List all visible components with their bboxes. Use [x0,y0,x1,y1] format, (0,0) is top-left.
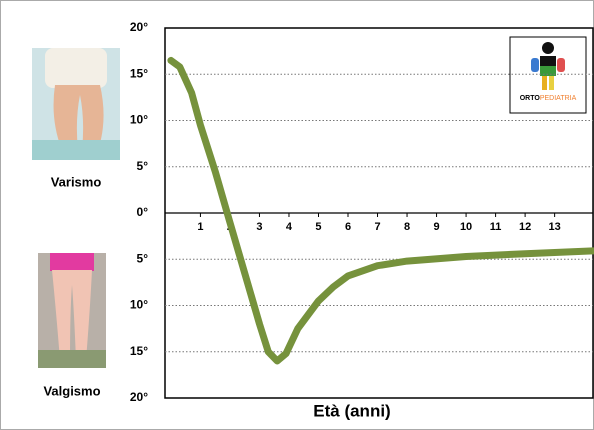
x-tick-label: 9 [433,221,439,233]
x-tick-label: 8 [404,221,410,233]
x-tick-label: 1 [197,221,203,233]
logo-light: PEDIATRIA [540,95,577,102]
y-tick-label: 5° [137,159,149,173]
x-tick-label: 6 [345,221,351,233]
caption: Valgismo [43,383,100,398]
x-tick-label: 5 [315,221,321,233]
y-tick-label: 20° [130,20,148,34]
x-tick-label: 10 [460,221,472,233]
y-tick-label: 15° [130,344,148,358]
curve [167,56,594,365]
x-tick-label: 12 [519,221,531,233]
x-axis-label: Età (anni) [313,401,390,420]
y-tick-label: 0° [137,205,149,219]
y-tick-label: 10° [130,298,148,312]
y-tick-label: 20° [130,390,148,404]
y-tick-label: 5° [137,251,149,265]
varismo-photo [32,48,120,160]
x-tick-label: 13 [549,221,561,233]
y-tick-label: 10° [130,113,148,127]
x-tick-label: 11 [490,221,502,233]
x-tick-label: 4 [286,221,293,233]
valgismo-photo [38,253,106,368]
x-tick-label: 7 [374,221,380,233]
logo-bold: ORTO [520,95,541,102]
svg-text:ORTOPEDIATRIA: ORTOPEDIATRIA [520,95,577,102]
y-tick-label: 15° [130,66,148,80]
caption: Varismo [51,174,102,189]
x-tick-label: 3 [256,221,262,233]
logo: ORTOPEDIATRIA [509,36,587,114]
